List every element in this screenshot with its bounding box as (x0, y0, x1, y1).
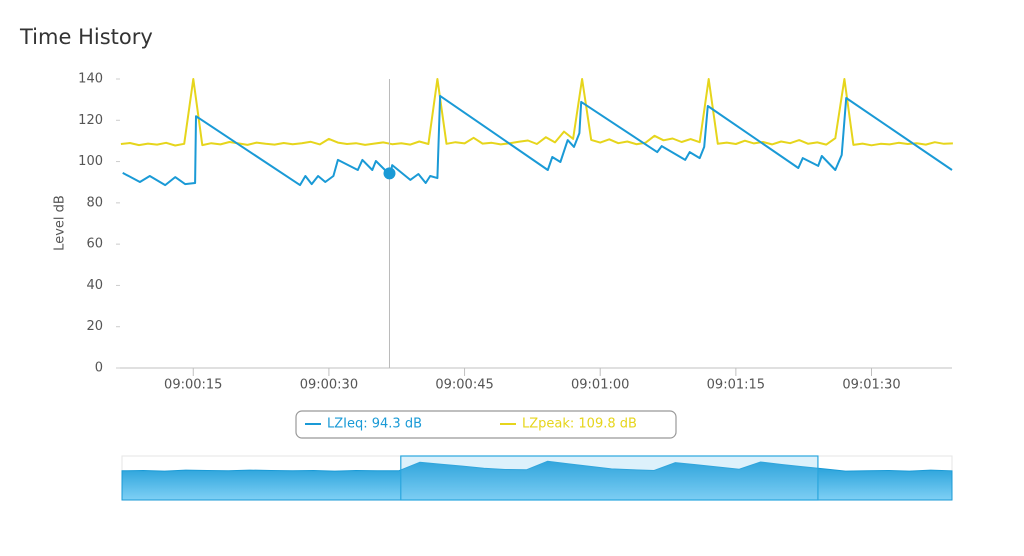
x-tick-label: 09:00:30 (300, 378, 358, 393)
y-tick-label: 0 (95, 361, 103, 376)
y-tick-label: 140 (78, 72, 103, 87)
x-tick-label: 09:01:30 (842, 378, 900, 393)
series-line (122, 94, 953, 187)
y-tick-label: 20 (86, 319, 103, 334)
legend-label: LZIeq: 94.3 dB (327, 417, 422, 432)
navigator-area (121, 460, 953, 501)
y-tick-label: 60 (86, 237, 103, 252)
y-tick-label: 80 (86, 195, 103, 210)
cursor-point (383, 167, 396, 180)
chart-title: Time History (19, 25, 153, 49)
x-tick-label: 09:01:00 (571, 378, 629, 393)
y-axis-label: Level dB (53, 195, 68, 251)
legend-label: LZpeak: 109.8 dB (522, 417, 637, 432)
y-tick-label: 100 (78, 154, 103, 169)
plot-area: 0 20 40 60 80 100 120 140 09:00:15 09:00:30 09:00:… (78, 72, 953, 501)
series-line (120, 78, 953, 147)
legend-box (295, 410, 677, 439)
x-tick-label: 09:01:15 (707, 378, 765, 393)
y-tick-label: 120 (78, 113, 103, 128)
x-tick-label: 09:00:45 (435, 378, 493, 393)
x-tick-label: 09:00:15 (164, 378, 222, 393)
y-tick-label: 40 (86, 278, 103, 293)
navigator-selection (400, 455, 819, 501)
